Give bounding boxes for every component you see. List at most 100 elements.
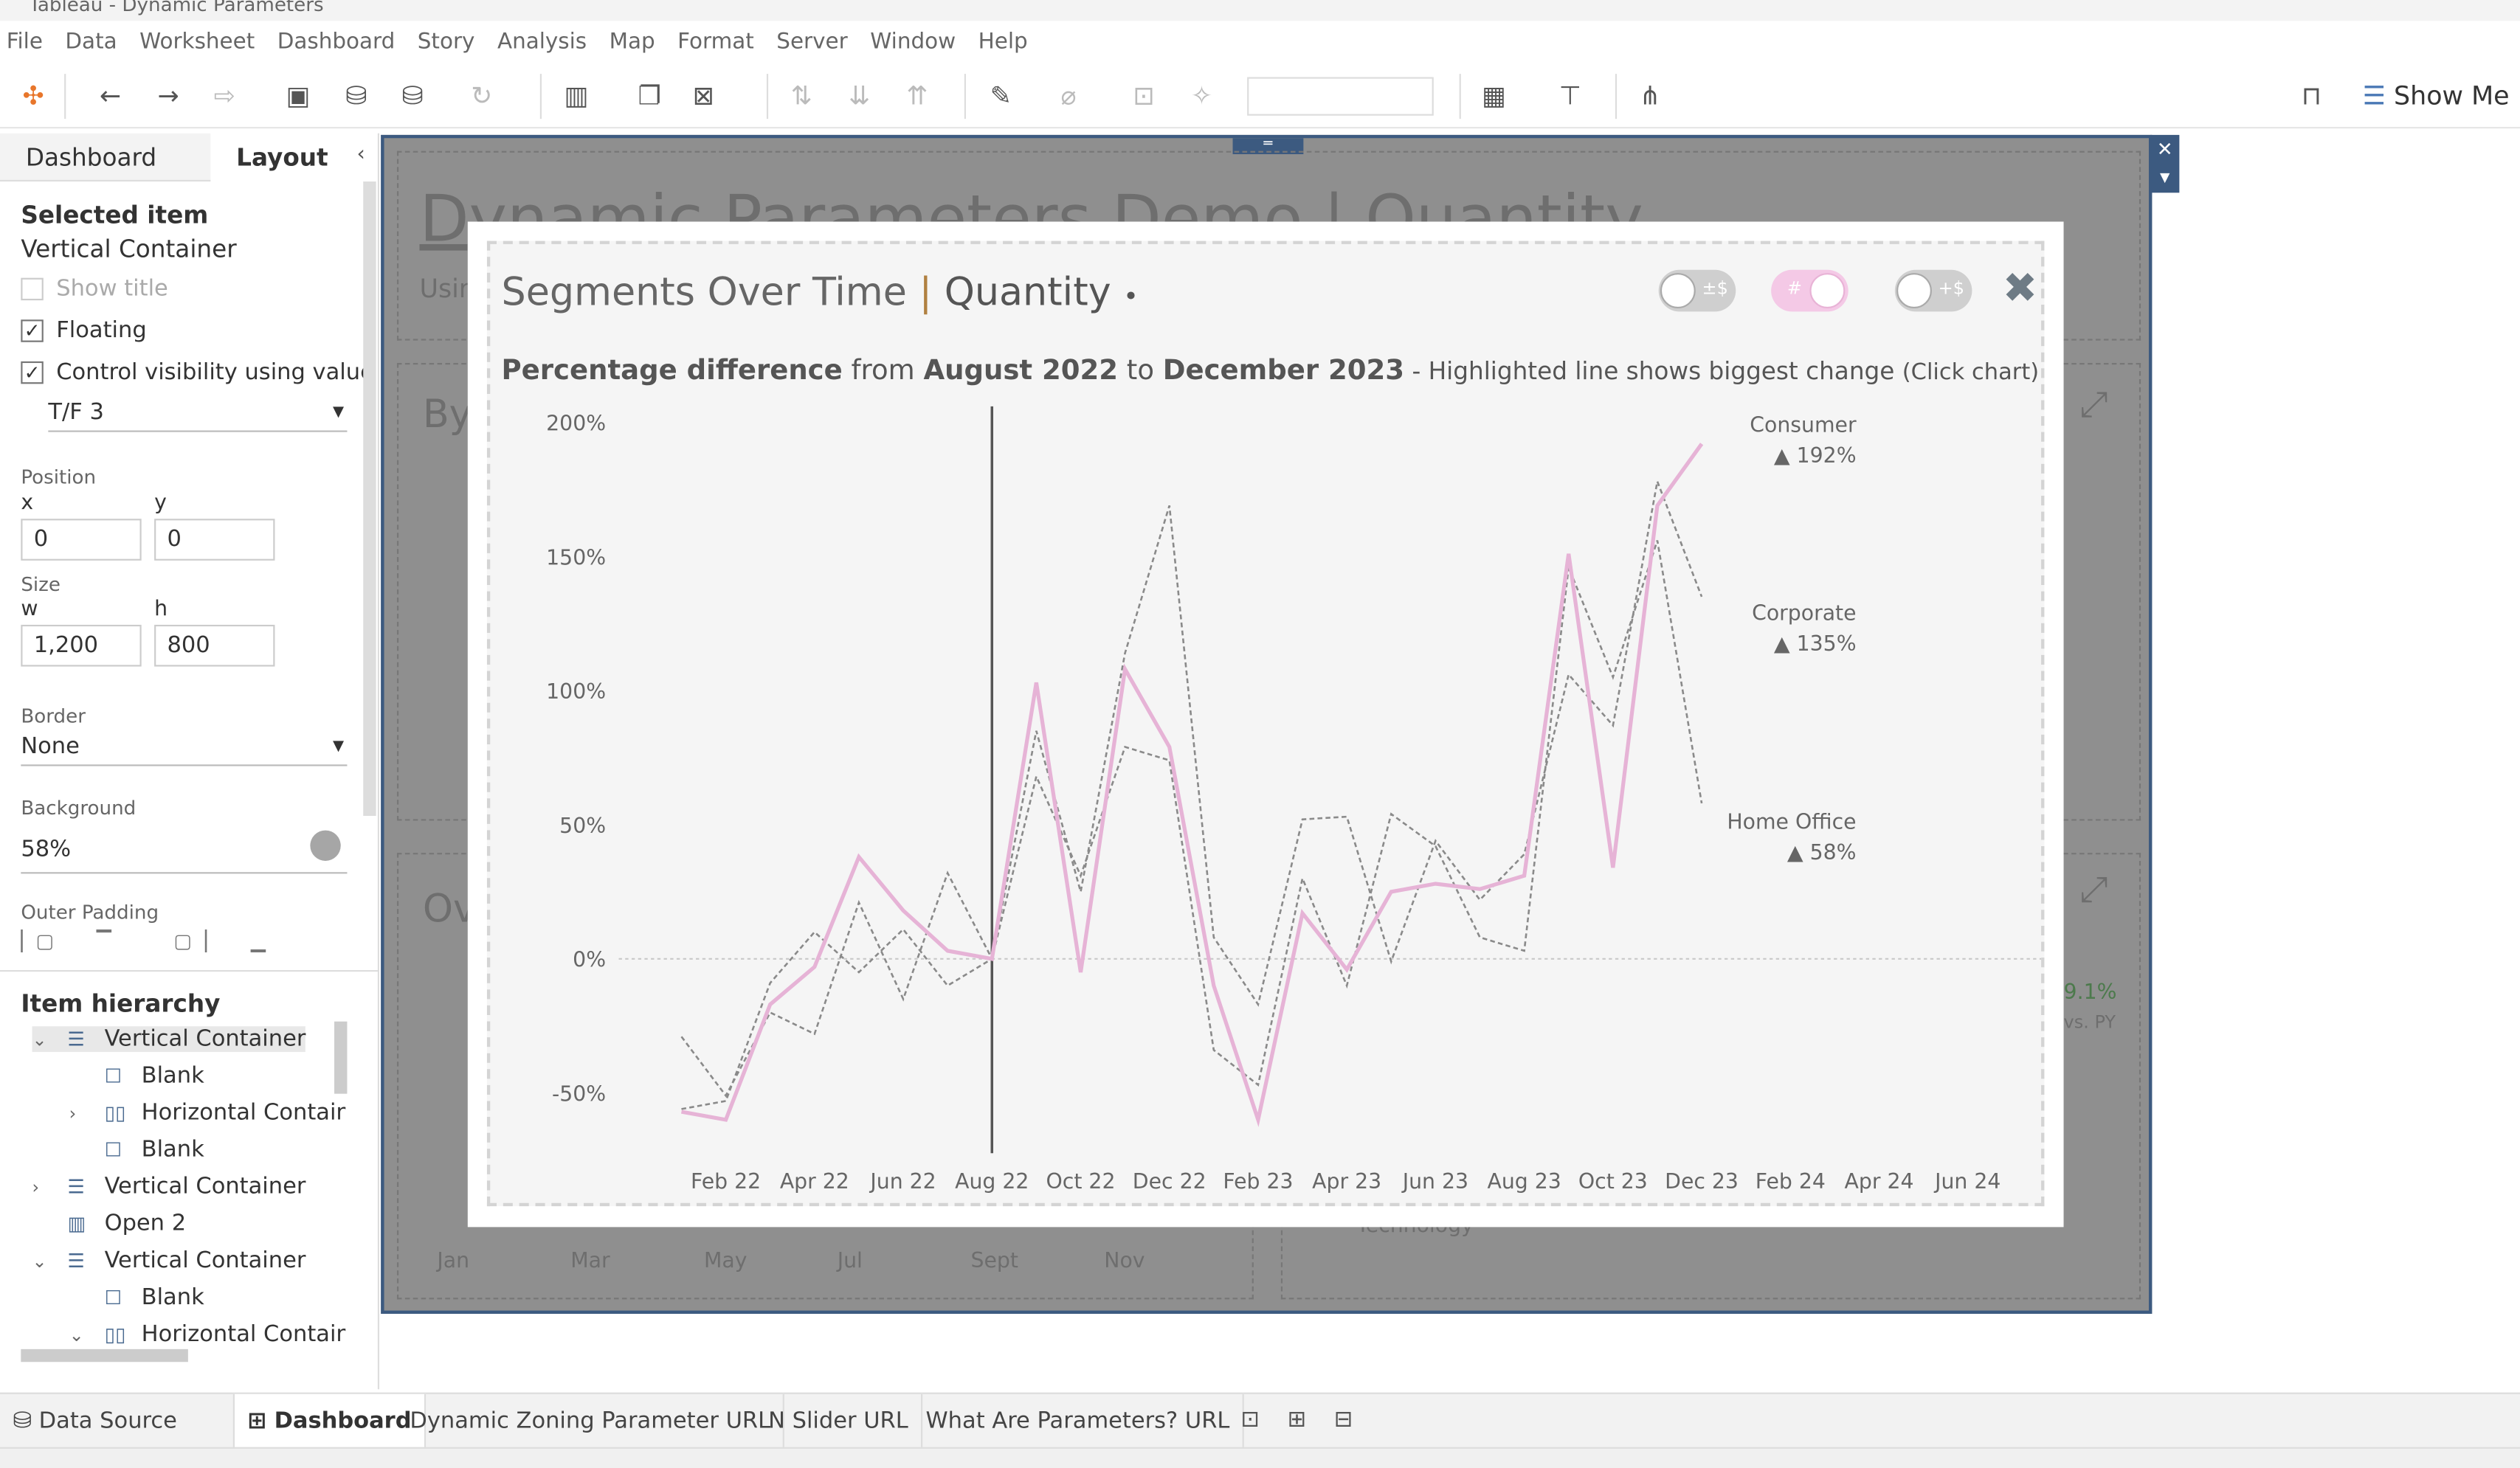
menu-dashboard[interactable]: Dashboard bbox=[277, 28, 396, 54]
toggle-label: ±$ bbox=[1702, 277, 1728, 299]
hierarchy-item[interactable]: ⌄ ▯▯ Horizontal Contain bbox=[69, 1322, 346, 1348]
floating-checkbox[interactable]: ✓ bbox=[21, 319, 44, 342]
swap-icon[interactable]: ⇅ bbox=[790, 80, 812, 111]
hierarchy-item[interactable]: ▥ Open 2 bbox=[32, 1211, 186, 1237]
clear-sheet-icon[interactable]: ⊠ bbox=[692, 80, 714, 111]
fit-dropdown[interactable] bbox=[1247, 77, 1434, 116]
hierarchy-scrollbar[interactable] bbox=[334, 1021, 348, 1094]
format-painter-icon[interactable]: ⊓ bbox=[2301, 80, 2322, 111]
visibility-value-dropdown[interactable]: T/F 3 ▼ bbox=[48, 400, 348, 432]
new-data-source-icon[interactable]: ⛁ bbox=[345, 80, 367, 111]
tab-dynamic-zoning[interactable]: Dynamic Zoning Parameter URL bbox=[397, 1393, 785, 1449]
expand-icon[interactable]: ⤢ bbox=[2079, 870, 2108, 911]
highlight-icon[interactable]: ✎ bbox=[990, 80, 1012, 111]
more-options-icon[interactable]: ▼ bbox=[2160, 170, 2170, 185]
fix-axes-icon[interactable]: ⊡ bbox=[1133, 80, 1155, 111]
item-hierarchy-heading: Item hierarchy bbox=[21, 989, 221, 1019]
new-story-tab-icon[interactable]: ⊟ bbox=[1333, 1407, 1353, 1433]
duplicate-sheet-icon[interactable]: ❐ bbox=[638, 80, 661, 111]
padding-left-icon[interactable]: ▏▢ bbox=[21, 929, 55, 953]
sort-ascending-icon[interactable]: ⇊ bbox=[848, 80, 871, 111]
move-handle[interactable]: ═ bbox=[1232, 138, 1304, 155]
refresh-icon[interactable]: ↻ bbox=[471, 80, 493, 111]
status-bar bbox=[0, 1447, 2520, 1468]
control-visibility-checkbox[interactable]: ✓ bbox=[21, 361, 44, 384]
expand-chevron-icon[interactable]: ⌄ bbox=[32, 1029, 47, 1050]
menu-analysis[interactable]: Analysis bbox=[497, 28, 587, 54]
annotate-icon[interactable]: ⌀ bbox=[1060, 80, 1077, 111]
undo-icon[interactable]: ← bbox=[100, 80, 122, 111]
expand-chevron-icon[interactable]: ⌄ bbox=[32, 1251, 47, 1273]
menu-data[interactable]: Data bbox=[65, 28, 117, 54]
tab-layout[interactable]: Layout bbox=[236, 142, 328, 172]
remove-icon[interactable]: ✕ bbox=[2156, 138, 2173, 161]
share-icon[interactable]: ⋔ bbox=[1639, 80, 1661, 111]
y-input[interactable]: 0 bbox=[154, 519, 275, 561]
expand-chevron-icon[interactable]: › bbox=[32, 1177, 40, 1199]
collapse-panel-icon[interactable]: ‹ bbox=[356, 142, 365, 167]
tab-what-are-parameters[interactable]: What Are Parameters? URL bbox=[913, 1393, 1245, 1449]
hierarchy-item[interactable]: ⌄ ☰ Vertical Container bbox=[32, 1248, 306, 1274]
background-dropdown[interactable]: 58% bbox=[21, 830, 348, 874]
panel-scrollbar[interactable] bbox=[363, 181, 376, 817]
show-me-button[interactable]: ☰ Show Me bbox=[2363, 80, 2510, 111]
toggle-profit-difference[interactable]: ±$ bbox=[1658, 269, 1736, 312]
expand-chevron-icon[interactable]: ⌄ bbox=[69, 1325, 84, 1346]
y-tick-label: 200% bbox=[546, 411, 606, 435]
height-input[interactable]: 800 bbox=[154, 624, 275, 667]
background-color-swatch[interactable] bbox=[310, 830, 341, 861]
menu-bar: File Data Worksheet Dashboard Story Analysis M… bbox=[0, 21, 2520, 60]
padding-top-icon[interactable]: ▔ bbox=[96, 929, 111, 953]
menu-file[interactable]: File bbox=[6, 28, 43, 54]
new-worksheet-icon[interactable]: ▥ bbox=[564, 80, 589, 111]
hierarchy-item[interactable]: ☐ Blank bbox=[69, 1137, 204, 1163]
line-chart[interactable]: 200% 150% 100% 50% 0% -50% Feb 22 Apr 22 Jun 22 A… bbox=[490, 244, 2042, 1203]
x-label: x bbox=[21, 491, 34, 516]
hierarchy-item[interactable]: ⌄ ☰ Vertical Container bbox=[32, 1026, 305, 1053]
hierarchy-item[interactable]: › ▯▯ Horizontal Contain bbox=[69, 1100, 346, 1126]
save-icon[interactable]: ▣ bbox=[286, 80, 311, 111]
menu-window[interactable]: Window bbox=[870, 28, 956, 54]
new-dashboard-tab-icon[interactable]: ⊞ bbox=[1287, 1407, 1307, 1433]
menu-worksheet[interactable]: Worksheet bbox=[139, 28, 255, 54]
toggle-sales[interactable]: +$ bbox=[1894, 269, 1972, 312]
padding-right-icon[interactable]: ▢▕ bbox=[173, 929, 207, 953]
border-dropdown[interactable]: None ▼ bbox=[21, 734, 348, 766]
redo-icon[interactable]: → bbox=[157, 80, 179, 111]
background-month-label: Jan bbox=[437, 1249, 470, 1274]
expand-chevron-icon[interactable]: › bbox=[69, 1103, 77, 1125]
show-cards-icon[interactable]: ▦ bbox=[1482, 80, 1507, 111]
pause-updates-icon[interactable]: ⛁ bbox=[401, 80, 424, 111]
width-input[interactable]: 1,200 bbox=[21, 624, 142, 667]
menu-server[interactable]: Server bbox=[776, 28, 848, 54]
subtitle-hint: (Click chart) bbox=[1902, 359, 2040, 386]
new-worksheet-tab-icon[interactable]: ⊡ bbox=[1240, 1407, 1260, 1433]
presentation-mode-icon[interactable]: ⊤ bbox=[1558, 80, 1582, 111]
hierarchy-item[interactable]: › ☰ Vertical Container bbox=[32, 1174, 306, 1200]
hierarchy-item[interactable]: ☐ Blank bbox=[69, 1063, 204, 1089]
tab-n-slider[interactable]: N Slider URL bbox=[756, 1393, 923, 1449]
tableau-logo-icon[interactable]: ✣ bbox=[22, 80, 44, 111]
pin-icon[interactable]: ✧ bbox=[1190, 80, 1213, 111]
tab-dashboard[interactable]: Dashboard bbox=[0, 133, 211, 182]
toggle-quantity[interactable]: # bbox=[1771, 269, 1848, 312]
series-line-consumer bbox=[681, 443, 1704, 1127]
menu-help[interactable]: Help bbox=[978, 28, 1028, 54]
menu-map[interactable]: Map bbox=[609, 28, 655, 54]
x-input[interactable]: 0 bbox=[21, 519, 142, 561]
expand-icon[interactable]: ⤢ bbox=[2079, 385, 2108, 426]
replay-icon[interactable]: ⇨ bbox=[213, 80, 235, 111]
hierarchy-item[interactable]: ☐ Blank bbox=[69, 1285, 204, 1311]
subtitle-text: from bbox=[842, 355, 924, 387]
tab-data-source[interactable]: ⛁ Data Source bbox=[0, 1393, 235, 1449]
series-name-label: Home Office bbox=[1727, 809, 1856, 834]
sort-descending-icon[interactable]: ⇈ bbox=[906, 80, 928, 111]
hierarchy-hscrollbar[interactable] bbox=[21, 1348, 188, 1363]
tab-dashboard-sheet[interactable]: ⊞ Dashboard bbox=[234, 1393, 427, 1449]
close-icon[interactable]: ✖ bbox=[2002, 265, 2038, 314]
menu-format[interactable]: Format bbox=[677, 28, 754, 54]
padding-bottom-icon[interactable]: ▁ bbox=[250, 929, 266, 953]
menu-story[interactable]: Story bbox=[417, 28, 475, 54]
show-title-checkbox[interactable] bbox=[21, 277, 44, 301]
background-kpi-sub: vs. PY bbox=[2063, 1011, 2116, 1033]
